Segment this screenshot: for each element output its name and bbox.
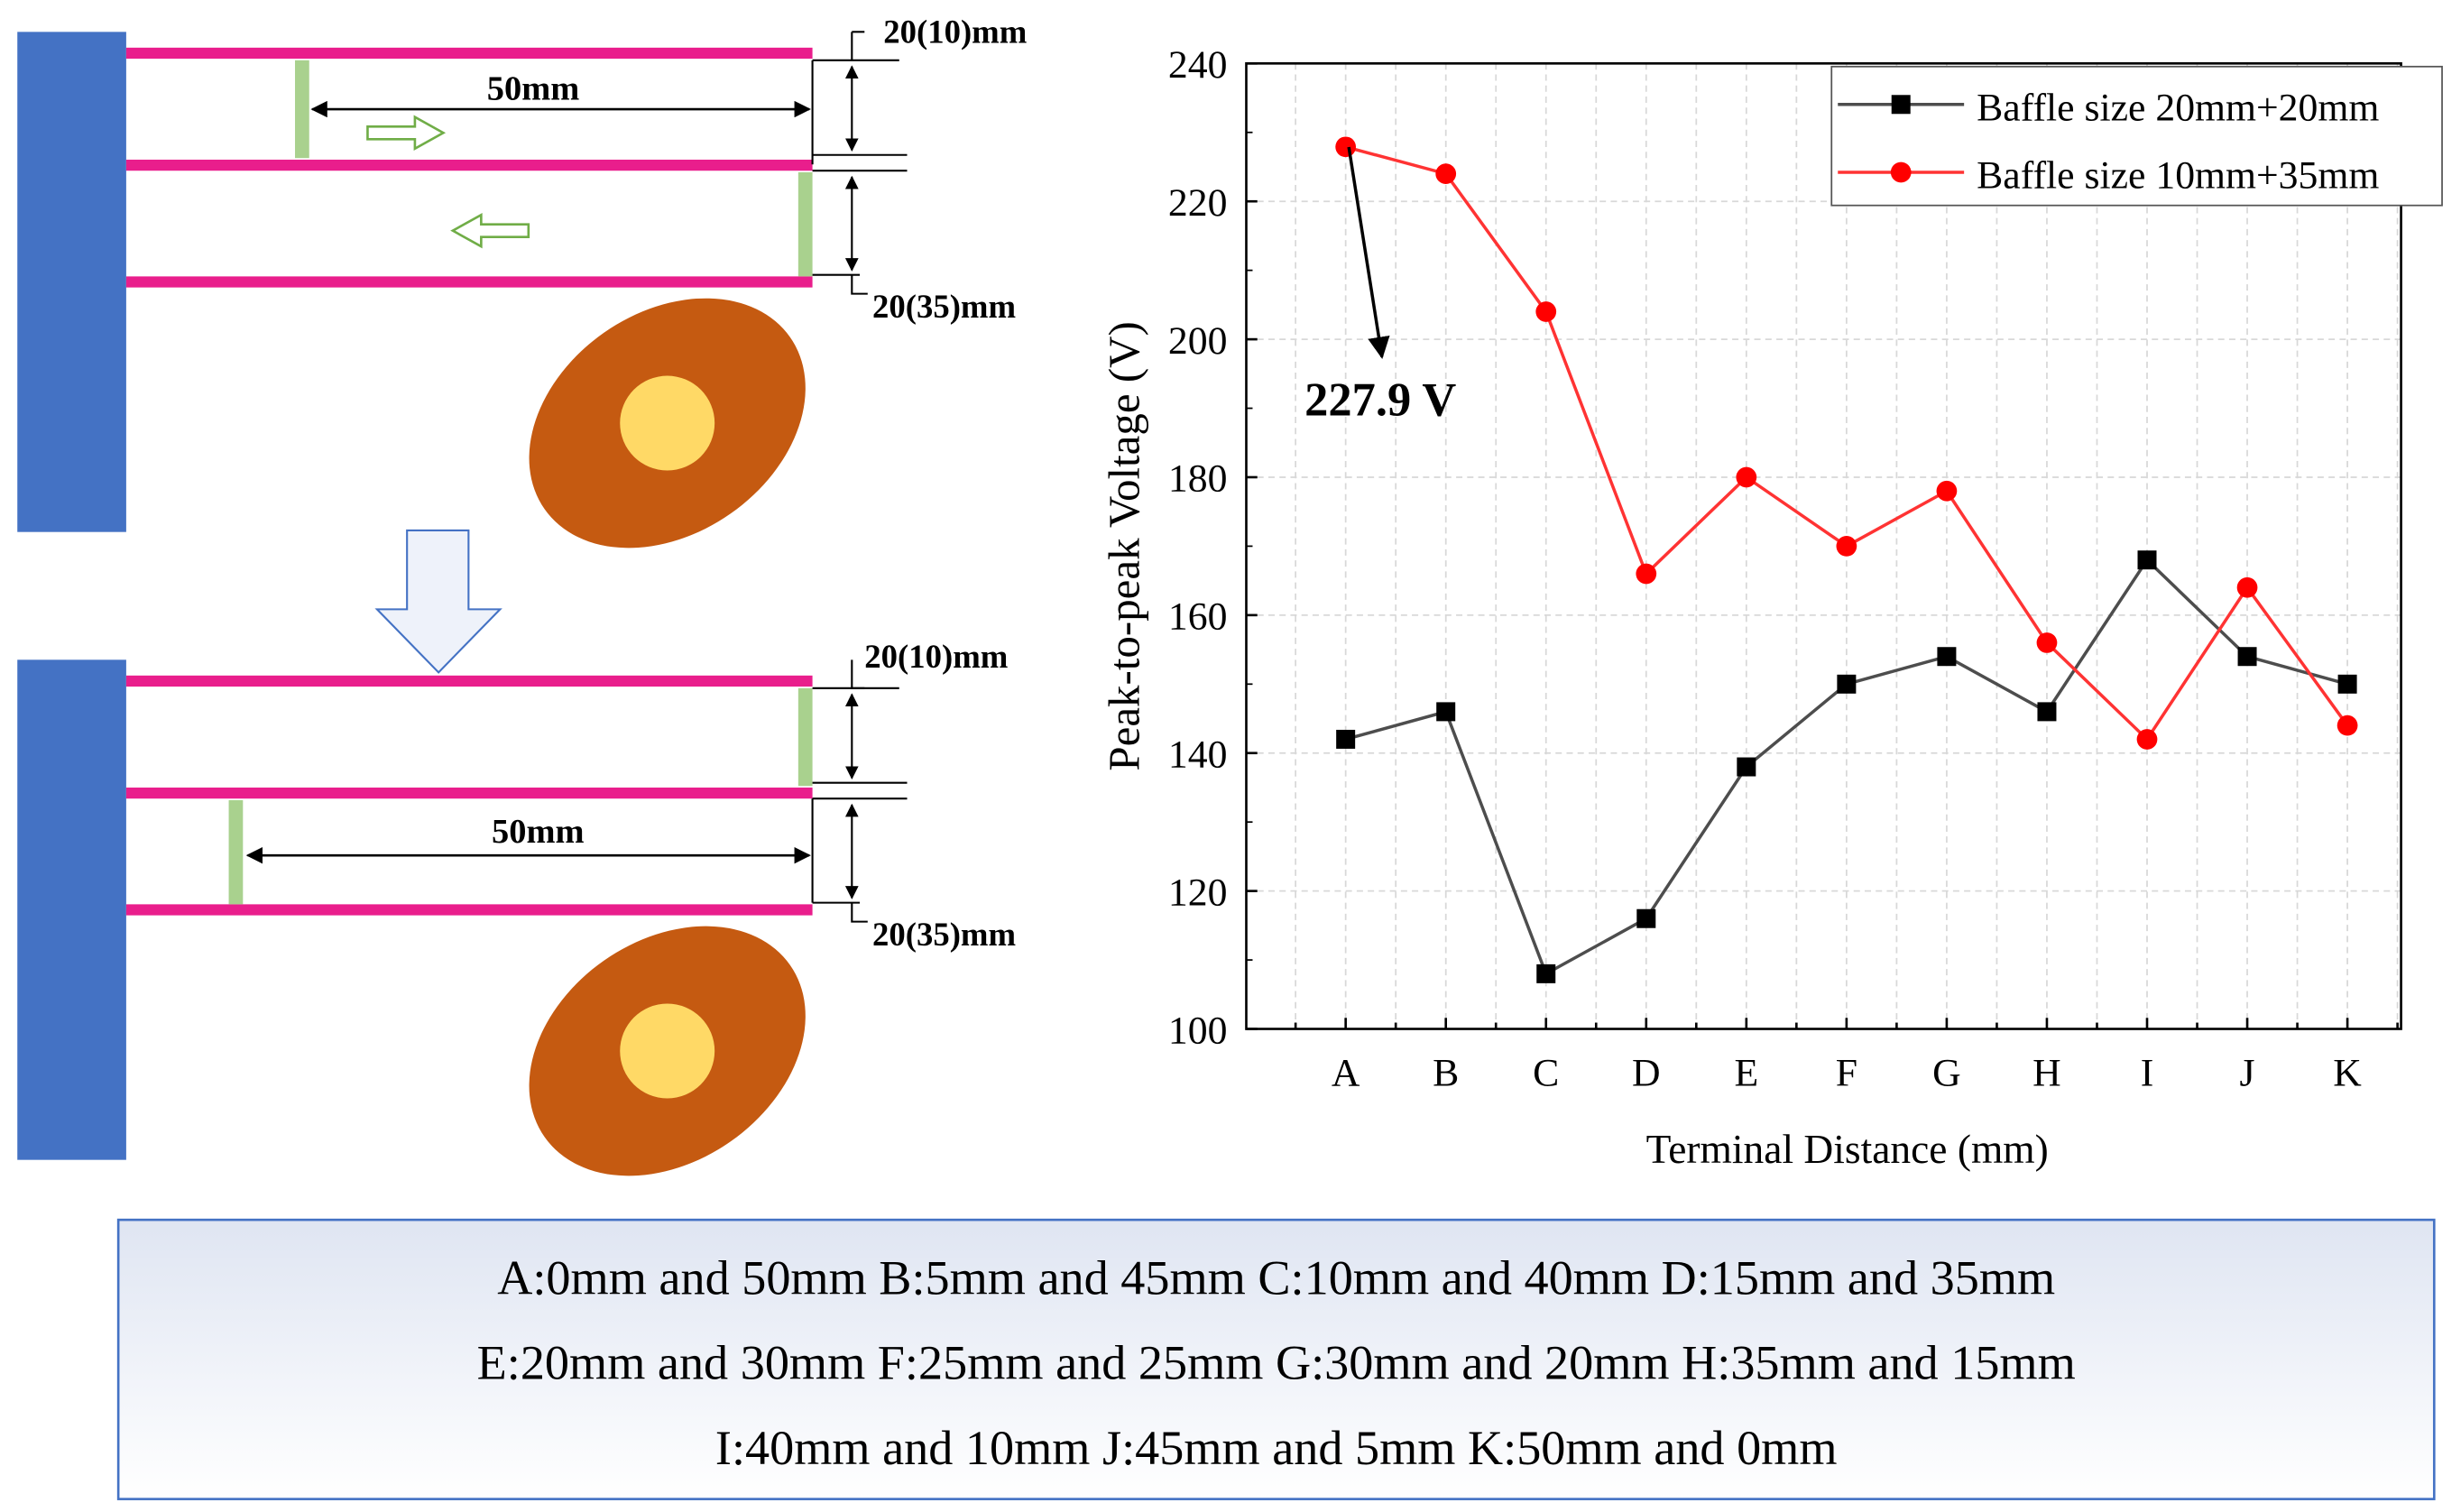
y-tick-label: 160 — [1168, 595, 1228, 639]
y-axis-label: Peak-to-peak Voltage (V) — [1100, 321, 1149, 770]
plate-upper — [125, 47, 813, 60]
y-tick-label: 140 — [1168, 733, 1228, 776]
baffle-upper — [797, 687, 813, 787]
data-point-square — [2037, 702, 2057, 722]
caption-box: A:0mm and 50mm B:5mm and 45mm C:10mm and… — [116, 1218, 2436, 1500]
data-point-square — [1837, 674, 1857, 694]
dimension-lines — [811, 659, 908, 923]
lower-gap-label: 20(35)mm — [872, 288, 1016, 325]
caption-line-3: I:40mm and 10mm J:45mm and 5mm K:50mm an… — [715, 1421, 1838, 1475]
data-point-circle — [2136, 729, 2158, 750]
x-tick-label: E — [1734, 1051, 1758, 1094]
y-tick-label: 120 — [1168, 871, 1228, 914]
diagram-top: 50mm 20(10)mm 20(35)mm — [17, 14, 1027, 549]
x-tick-label: A — [1332, 1051, 1360, 1094]
caption-line-2: E:20mm and 30mm F:25mm and 25mm G:30mm a… — [477, 1336, 2076, 1390]
data-point-circle — [1335, 136, 1357, 158]
x-tick-label: J — [2240, 1051, 2255, 1094]
plate-lower — [125, 904, 813, 916]
gap-label: 50mm — [492, 813, 585, 851]
legend-marker-circle — [1890, 161, 1912, 183]
x-tick-label: I — [2141, 1051, 2154, 1094]
lower-gap-label: 20(35)mm — [872, 916, 1016, 953]
data-point-square — [2237, 647, 2257, 667]
data-point-circle — [1535, 301, 1557, 322]
data-point-circle — [1636, 563, 1657, 585]
caption-line-1: A:0mm and 50mm B:5mm and 45mm C:10mm and… — [497, 1250, 2055, 1305]
data-point-square — [1336, 729, 1356, 749]
data-point-circle — [2036, 632, 2058, 653]
data-point-square — [1536, 963, 1556, 983]
x-tick-label: G — [1932, 1051, 1961, 1094]
x-tick-label: C — [1533, 1051, 1559, 1094]
data-point-circle — [1736, 466, 1757, 488]
data-point-circle — [1936, 480, 1958, 502]
baffle-upper — [295, 60, 309, 159]
down-arrow-icon — [374, 529, 502, 674]
plate-upper — [125, 675, 813, 687]
y-tick-label: 100 — [1168, 1009, 1228, 1052]
x-tick-label: B — [1433, 1051, 1459, 1094]
x-tick-label: K — [2333, 1051, 2362, 1094]
plate-lower — [125, 276, 813, 288]
core-circle — [620, 1003, 715, 1099]
data-point-square — [2137, 550, 2157, 570]
data-point-circle — [2236, 576, 2258, 598]
legend-marker-square — [1891, 95, 1911, 115]
y-tick-label: 220 — [1168, 181, 1228, 225]
plate-middle — [125, 787, 813, 799]
plot-frame — [1245, 62, 2402, 1030]
x-tick-label: D — [1632, 1051, 1661, 1094]
upper-gap-label: 20(10)mm — [864, 638, 1008, 675]
core-circle — [620, 375, 715, 471]
diagram-bottom: 50mm 20(10)mm 20(35)mm — [17, 638, 1016, 1176]
data-point-circle — [1435, 163, 1457, 184]
x-axis-label: Terminal Distance (mm) — [1646, 1126, 2049, 1172]
y-tick-label: 240 — [1168, 43, 1228, 87]
y-tick-label: 200 — [1168, 319, 1228, 363]
baffle-lower — [228, 799, 244, 905]
data-point-square — [1737, 757, 1756, 777]
plate-middle — [125, 159, 813, 171]
gap-label: 50mm — [487, 70, 580, 108]
dimension-lines — [811, 31, 908, 295]
flow-arrow-right-icon — [366, 115, 447, 151]
legend-label-series-2: Baffle size 10mm+35mm — [1977, 153, 2379, 197]
legend-label-series-1: Baffle size 20mm+20mm — [1977, 86, 2379, 129]
data-point-square — [1937, 647, 1957, 667]
wall — [17, 659, 126, 1160]
legend: Baffle size 20mm+20mm Baffle size 10mm+3… — [1830, 65, 2443, 207]
data-point-circle — [2337, 715, 2358, 736]
data-point-square — [1636, 908, 1656, 928]
y-tick-label: 180 — [1168, 457, 1228, 501]
series-line-1 — [1345, 557, 2348, 976]
x-tick-label: F — [1836, 1051, 1857, 1094]
line-chart: 100 120 140 160 180 200 220 240 A B C D E F G H I J K 227.… — [1100, 43, 2443, 1172]
flow-arrow-left-icon — [450, 212, 530, 249]
annotation-label: 227.9 V — [1304, 373, 1456, 426]
wall — [17, 32, 126, 532]
annotation-arrow — [1347, 146, 1390, 359]
data-point-square — [1436, 702, 1456, 722]
baffle-lower — [797, 171, 813, 277]
x-tick-label: H — [2032, 1051, 2061, 1094]
upper-gap-label: 20(10)mm — [883, 14, 1027, 51]
data-point-circle — [1836, 536, 1857, 557]
data-point-square — [2337, 674, 2357, 694]
